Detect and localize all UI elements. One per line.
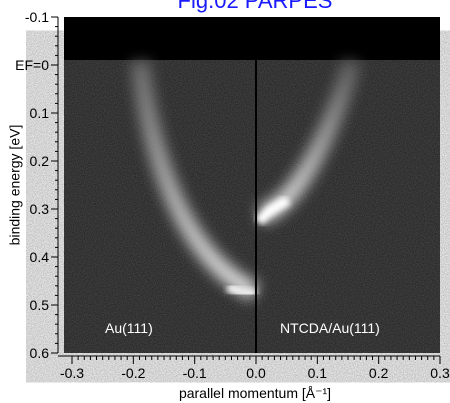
x-axis-label: parallel momentum [Å⁻¹]	[179, 385, 331, 401]
chart-title: Fig.02 PARPES	[178, 0, 333, 13]
x-tick-label: 0.2	[369, 365, 389, 381]
annotation: NTCDA/Au(111)	[280, 320, 380, 336]
annotation: Au(111)	[105, 320, 153, 336]
y-tick-label: 0.6	[30, 345, 50, 361]
x-tick-label: 0.0	[246, 365, 266, 381]
y-tick-label: 0.3	[30, 201, 50, 217]
y-tick-label: 0.4	[30, 249, 50, 265]
y-tick-label: 0.5	[30, 297, 50, 313]
y-tick-label: 0.2	[30, 153, 50, 169]
x-tick-label: 0.3	[430, 365, 450, 381]
x-tick-label: -0.2	[121, 365, 145, 381]
y-tick-label: -0.1	[25, 9, 49, 25]
x-tick-label: -0.3	[60, 365, 84, 381]
spectrum-image	[64, 17, 440, 353]
y-axis-label: binding energy [eV]	[7, 125, 23, 246]
x-tick-label: 0.1	[308, 365, 328, 381]
y-tick-label: EF=0	[15, 57, 49, 73]
x-tick-label: -0.1	[183, 365, 207, 381]
y-tick-label: 0.1	[30, 105, 50, 121]
